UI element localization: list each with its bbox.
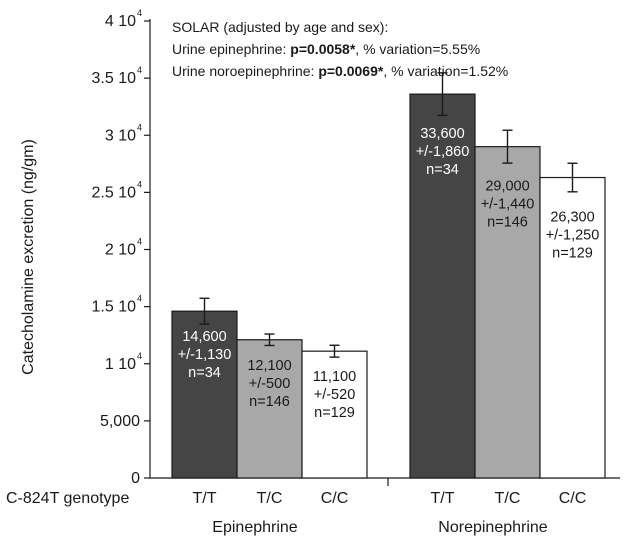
y-tick-exponent: 4	[137, 122, 142, 132]
bar-value-label: n=146	[249, 394, 290, 410]
bar-value-label: +/-1,440	[481, 197, 535, 213]
category-label: T/T	[431, 490, 455, 507]
annotation-variation: , % variation=1.52%	[383, 63, 508, 79]
y-tick-exponent: 4	[137, 179, 142, 189]
bar-value-label: n=146	[487, 215, 528, 231]
annotation-pvalue: p=0.0069*	[318, 63, 384, 79]
category-label: C/C	[559, 490, 587, 507]
category-label: C/C	[321, 490, 349, 507]
category-label: T/T	[193, 490, 217, 507]
y-tick-exponent: 4	[137, 294, 142, 304]
y-tick-exponent: 4	[137, 237, 142, 247]
category-label: T/C	[495, 490, 521, 507]
bar-value-label: n=34	[426, 162, 459, 178]
bar-value-label: 26,300	[550, 210, 594, 226]
bar-value-label: 33,600	[420, 126, 464, 142]
bar-value-label: 11,100	[313, 369, 356, 385]
bar-value-label: 29,000	[485, 179, 529, 195]
annotation-text: Urine noroepinephrine:	[172, 63, 318, 79]
bar-value-label: +/-520	[314, 387, 356, 403]
annotation-variation: , % variation=5.55%	[355, 41, 480, 57]
annotation-text: Urine epinephrine:	[172, 41, 290, 57]
y-tick-label: 2 10	[105, 242, 136, 259]
bar-value-label: +/-1,130	[178, 347, 232, 363]
y-tick-label: 1 10	[105, 356, 136, 373]
group-label: Epinephrine	[212, 519, 298, 536]
bar-value-label: +/-1,860	[416, 144, 470, 160]
annotation-line: Urine noroepinephrine: p=0.0069*, % vari…	[172, 63, 508, 79]
annotation-pvalue: p=0.0058*	[290, 41, 356, 57]
bar	[539, 176, 606, 479]
y-tick-label: 5,000	[100, 413, 140, 430]
annotation-line: Urine epinephrine: p=0.0058*, % variatio…	[172, 41, 480, 57]
y-tick-exponent: 4	[137, 8, 142, 18]
bar-value-label: +/-1,250	[546, 228, 600, 244]
bar-value-label: 12,100	[247, 358, 291, 374]
y-axis-title: Catecholamine excretion (ng/gm)	[20, 139, 37, 375]
bar-value-label: 14,600	[182, 329, 226, 345]
y-tick-label: 0	[131, 470, 140, 487]
y-tick-label: 3.5 10	[92, 70, 137, 87]
y-tick-label: 2.5 10	[92, 184, 137, 201]
y-tick-label: 3 10	[105, 127, 136, 144]
y-tick-label: 4 10	[105, 13, 136, 30]
bar	[171, 310, 238, 479]
y-tick-label: 1.5 10	[92, 299, 137, 316]
annotation-text: SOLAR (adjusted by age and sex):	[172, 19, 388, 35]
x-axis-title: C-824T genotype	[6, 490, 129, 507]
bar-value-label: n=34	[188, 365, 221, 381]
category-label: T/C	[257, 490, 283, 507]
bar-value-label: n=129	[552, 246, 593, 262]
bar-value-label: +/-500	[249, 376, 291, 392]
annotation-line: SOLAR (adjusted by age and sex):	[172, 19, 388, 35]
y-tick-exponent: 4	[137, 351, 142, 361]
bar-value-label: n=129	[314, 405, 355, 421]
group-label: Norepinephrine	[438, 519, 548, 536]
y-tick-exponent: 4	[137, 65, 142, 75]
